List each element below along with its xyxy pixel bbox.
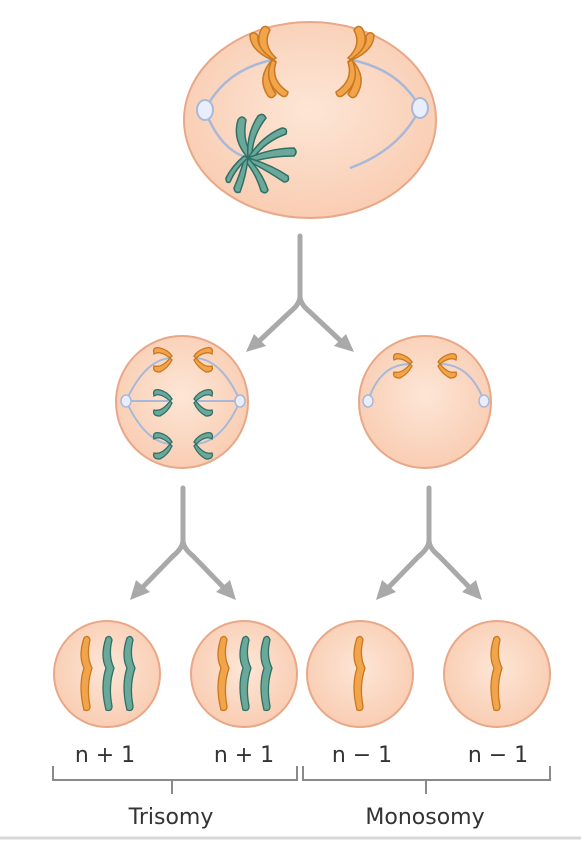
bracket-monosomy	[302, 766, 551, 794]
gamete-4	[443, 620, 551, 728]
chromosome-orange-left	[249, 25, 289, 99]
arrowhead-left	[246, 334, 266, 352]
label-gamete-3: n − 1	[332, 743, 392, 768]
chromosome-orange-right	[335, 25, 375, 99]
label-monosomy: Monosomy	[365, 805, 484, 830]
gamete-3	[306, 620, 414, 728]
arrow-split-right	[383, 485, 475, 593]
label-gamete-2: n + 1	[214, 743, 274, 768]
arrow-split-left	[137, 485, 229, 593]
label-gamete-1: n + 1	[75, 743, 135, 768]
daughter-cell-left	[115, 335, 249, 469]
parent-cell	[183, 21, 437, 219]
bracket-trisomy	[52, 766, 298, 794]
arrowhead-right	[334, 334, 354, 352]
arrow-split-top	[253, 233, 347, 347]
centriole-left	[196, 99, 214, 121]
daughter-cell-right	[358, 335, 492, 469]
arrowhead-rr	[462, 580, 482, 600]
centriole-right	[411, 97, 429, 119]
label-gamete-4: n − 1	[468, 743, 528, 768]
arrowhead-lr	[216, 580, 236, 600]
arrowhead-rl	[376, 580, 396, 600]
label-trisomy: Trisomy	[128, 805, 214, 830]
chromosome-green-cluster	[225, 113, 297, 194]
gamete-2	[190, 620, 298, 728]
gamete-1	[53, 620, 161, 728]
arrowhead-ll	[130, 580, 150, 600]
